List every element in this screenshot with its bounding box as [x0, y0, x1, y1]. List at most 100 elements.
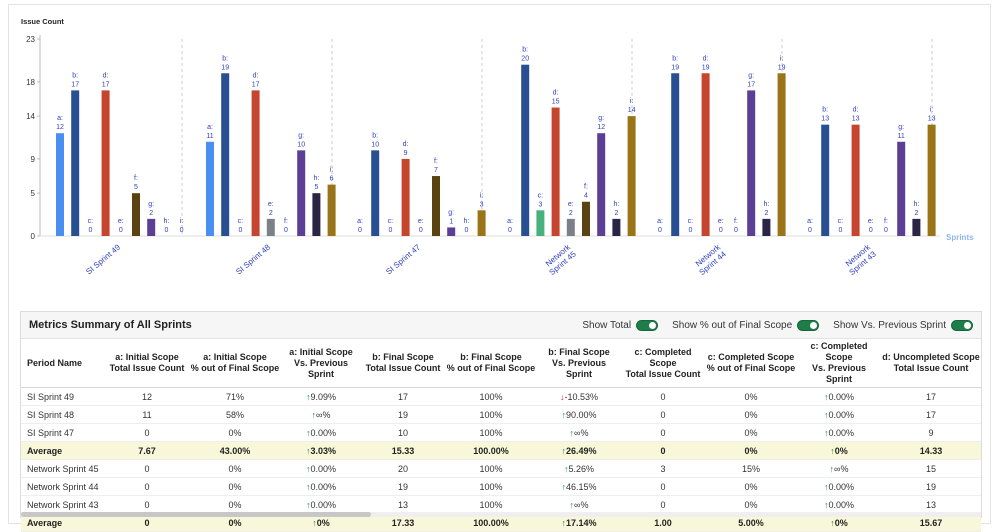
bar-b: [821, 124, 830, 236]
table-cell: 15: [881, 459, 981, 478]
column-header[interactable]: b: Final Scope% out of Final Scope: [445, 339, 537, 388]
bar-h: [312, 193, 321, 236]
toggle-show-percent-final-scope[interactable]: Show % out of Final Scope: [672, 319, 820, 331]
arrow-up-icon: ↑: [830, 445, 835, 456]
data-label-series: d:: [703, 55, 709, 62]
data-label-value: 3: [480, 201, 484, 208]
data-label-series: g:: [898, 124, 904, 131]
column-header[interactable]: Period Name: [21, 339, 105, 388]
data-label-value: 17: [102, 81, 110, 88]
table-cell: ↑∞%: [281, 405, 361, 424]
arrow-up-icon: ↑: [561, 517, 566, 528]
column-header[interactable]: c: Completed Scope% out of Final Scope: [705, 339, 797, 388]
bar-b: [221, 73, 230, 237]
average-row: Average 0 0% ↑0% 17.33 100.00% ↑17.14% 1.00 5.00…: [21, 513, 981, 532]
data-label-value: 10: [371, 141, 379, 148]
data-label-series: i:: [480, 192, 484, 199]
data-label-series: a:: [807, 218, 813, 225]
table-cell: 0: [621, 441, 705, 460]
data-label-value: 13: [821, 116, 829, 123]
arrow-up-icon: ↑: [561, 445, 566, 456]
x-tick-label: NetworkSprint 45: [542, 242, 579, 277]
bar-b: [371, 150, 380, 236]
data-label-series: c:: [88, 218, 94, 225]
table-cell: 0: [105, 459, 189, 478]
data-label-series: b:: [222, 55, 228, 62]
column-header[interactable]: b: Final Scope Vs. Previous Sprint: [537, 339, 621, 388]
arrow-up-icon: ↑: [569, 427, 575, 438]
data-label-value: 17: [747, 81, 755, 88]
table-cell: ↑0.00%: [797, 423, 881, 442]
table-cell: ↑90.00%: [537, 405, 621, 424]
table-row: SI Sprint 47 0 0% ↑0.00% 10 100% ↑∞% 0 0% ↑0.00% 9: [21, 423, 981, 442]
arrow-up-icon: ↑: [563, 463, 569, 474]
toggle-show-total[interactable]: Show Total: [582, 319, 659, 331]
table-cell: 19: [881, 477, 981, 496]
data-label-series: c:: [388, 218, 394, 225]
table-cell: 17: [881, 387, 981, 406]
table-cell: ↑46.15%: [537, 477, 621, 496]
toggle-switch-icon[interactable]: [797, 319, 820, 331]
data-label-value: 0: [658, 227, 662, 234]
column-header[interactable]: c: Completed Scope Vs. Previous Sprint: [797, 339, 881, 388]
toggle-show-vs-previous[interactable]: Show Vs. Previous Sprint: [833, 319, 973, 331]
column-header[interactable]: c: Completed Scope Total Issue Count: [621, 339, 705, 388]
data-label-value: 0: [688, 227, 692, 234]
bar-f: [132, 193, 140, 236]
bar-h: [762, 218, 771, 236]
scrollbar-thumb[interactable]: [21, 512, 371, 517]
toggle-switch-icon[interactable]: [636, 319, 659, 331]
column-header[interactable]: d: Uncompleted Scope Total Issue Count: [881, 339, 981, 388]
data-label-series: d:: [253, 72, 259, 79]
column-header[interactable]: a: Initial Scope Total Issue Count: [105, 339, 189, 388]
table-cell: 13: [881, 495, 981, 514]
toggle-bar: Show Total Show % out of Final Scope Sho…: [582, 319, 973, 331]
table-cell: ↓-10.53%: [537, 387, 621, 406]
table-cell: SI Sprint 48: [21, 405, 105, 424]
data-label-value: 9: [404, 150, 408, 157]
bar-g: [747, 90, 756, 237]
data-label-value: 0: [88, 227, 92, 234]
table-cell: 0: [621, 405, 705, 424]
data-label-value: 0: [284, 227, 288, 234]
column-header[interactable]: a: Initial Scope Vs. Previous Sprint: [281, 339, 361, 388]
data-label-value: 19: [221, 64, 229, 71]
data-label-series: a:: [657, 218, 663, 225]
data-label-value: 0: [419, 227, 423, 234]
horizontal-scrollbar[interactable]: [21, 512, 981, 517]
data-label-value: 0: [884, 227, 888, 234]
data-label-series: b:: [72, 72, 78, 79]
arrow-up-icon: ↑: [305, 445, 311, 456]
arrow-up-icon: ↑: [305, 391, 311, 402]
bar-i: [927, 124, 936, 236]
arrow-up-icon: ↑: [312, 517, 317, 528]
data-label-value: 20: [521, 56, 529, 63]
data-label-value: 19: [778, 64, 786, 71]
data-label-value: 17: [71, 81, 79, 88]
table-cell: Average: [21, 441, 105, 460]
bar-b: [521, 64, 530, 237]
bar-h: [612, 218, 621, 236]
data-label-series: f:: [134, 175, 138, 182]
table-cell: 0: [621, 387, 705, 406]
data-label-series: d:: [403, 141, 409, 148]
data-label-value: 4: [584, 193, 588, 200]
data-label-series: i:: [780, 55, 784, 62]
data-label-series: e:: [568, 201, 574, 208]
data-label-series: e:: [118, 218, 124, 225]
toggle-switch-icon[interactable]: [951, 319, 973, 331]
table-cell: 7.67: [105, 441, 189, 460]
data-label-series: h:: [313, 175, 319, 182]
table-cell: 0: [105, 477, 189, 496]
column-header[interactable]: b: Final Scope Total Issue Count: [361, 339, 445, 388]
column-header[interactable]: a: Initial Scope% out of Final Scope: [189, 339, 281, 388]
arrow-up-icon: ↑: [311, 409, 317, 420]
table-header-row: Period Name a: Initial Scope Total Issue C…: [21, 339, 981, 388]
arrow-up-icon: ↑: [829, 463, 835, 474]
data-label-value: 2: [764, 210, 768, 217]
table-row: SI Sprint 48 11 58% ↑∞% 19 100% ↑90.00% 0 0% ↑0.0…: [21, 405, 981, 424]
table-cell: 0%: [705, 477, 797, 496]
bar-d: [101, 90, 110, 237]
y-tick-label: 9: [31, 155, 36, 164]
table-cell: 15.33: [361, 441, 445, 460]
